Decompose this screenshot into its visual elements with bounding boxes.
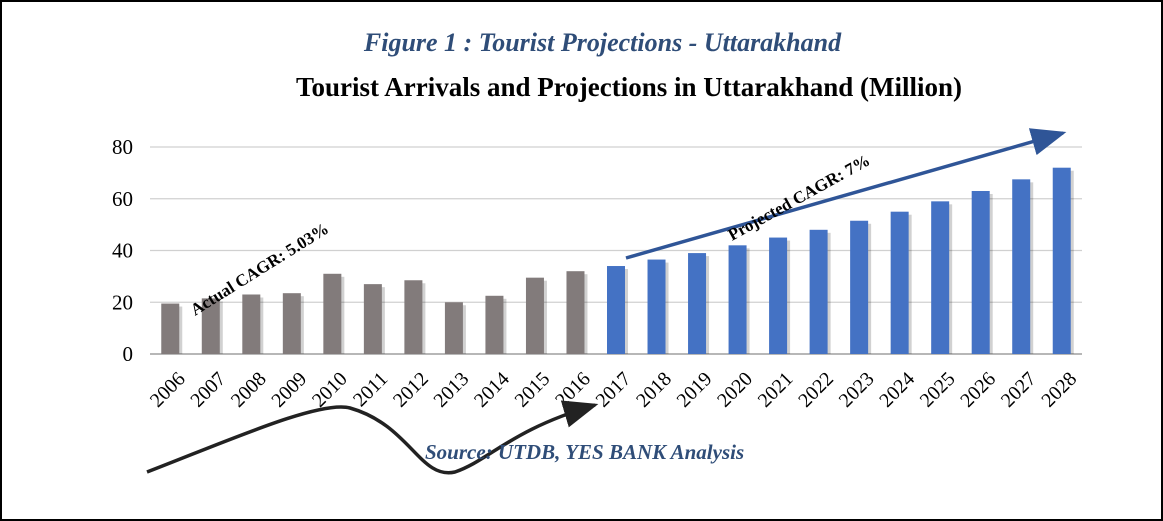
source-note: Source: UTDB, YES BANK Analysis [425, 440, 745, 464]
bar-2008 [242, 294, 261, 354]
x-tick-label: 2019 [673, 368, 717, 412]
bar-2026 [971, 190, 990, 354]
x-tick-label: 2018 [632, 368, 676, 412]
x-tick-label: 2026 [956, 368, 1000, 412]
bar-2011 [363, 284, 382, 354]
y-tick-label: 40 [112, 239, 133, 263]
bar-2025 [931, 201, 950, 354]
bar-2010 [323, 273, 342, 354]
bar-2027 [1012, 179, 1031, 354]
y-tick-label: 20 [112, 290, 133, 314]
x-tick-label: 2021 [754, 368, 798, 412]
bar-2022 [809, 229, 828, 354]
x-tick-label: 2015 [511, 368, 555, 412]
bar-2024 [890, 211, 909, 354]
bar-2006 [161, 303, 180, 354]
x-tick-label: 2024 [875, 368, 919, 412]
bar-2014 [485, 295, 504, 354]
projected-trend-arrow [625, 128, 1067, 260]
x-tick-label: 2012 [389, 368, 433, 412]
bar-2015 [525, 277, 544, 354]
bar-2009 [282, 293, 301, 354]
curved-arrow [146, 400, 599, 475]
x-tick-label: 2022 [794, 368, 838, 412]
x-tick-label: 2008 [227, 368, 271, 412]
x-tick-label: 2009 [267, 368, 311, 412]
bar-2021 [769, 237, 788, 354]
bars [161, 167, 1074, 354]
bar-2007 [201, 298, 220, 354]
x-tick-label: 2011 [349, 368, 392, 411]
bar-2020 [728, 245, 747, 354]
x-tick-label: 2010 [308, 368, 352, 412]
x-tick-label: 2006 [146, 368, 190, 412]
bar-2012 [404, 280, 423, 354]
chart-title: Tourist Arrivals and Projections in Utta… [295, 72, 963, 102]
x-tick-label: 2016 [551, 368, 595, 412]
bar-2023 [850, 220, 869, 354]
x-tick-label: 2020 [713, 368, 757, 412]
x-tick-label: 2028 [1037, 368, 1081, 412]
bar-2017 [607, 266, 625, 354]
bar-2028 [1052, 167, 1071, 354]
figure-title: Figure 1 : Tourist Projections - Uttarak… [363, 28, 842, 57]
x-tick-label: 2025 [916, 368, 960, 412]
y-tick-label: 60 [112, 187, 133, 211]
y-tick-label: 0 [123, 342, 134, 366]
x-tick-label: 2013 [430, 368, 474, 412]
y-tick-label: 80 [112, 135, 133, 159]
bar-2018 [647, 259, 666, 354]
x-tick-label: 2023 [835, 368, 879, 412]
x-tick-label: 2017 [592, 368, 636, 412]
x-tick-label: 2007 [186, 368, 230, 412]
bar-2013 [444, 302, 463, 354]
bar-2019 [688, 253, 707, 354]
x-tick-label: 2014 [470, 368, 514, 412]
bar-2016 [566, 271, 585, 354]
x-tick-label: 2027 [997, 368, 1041, 412]
